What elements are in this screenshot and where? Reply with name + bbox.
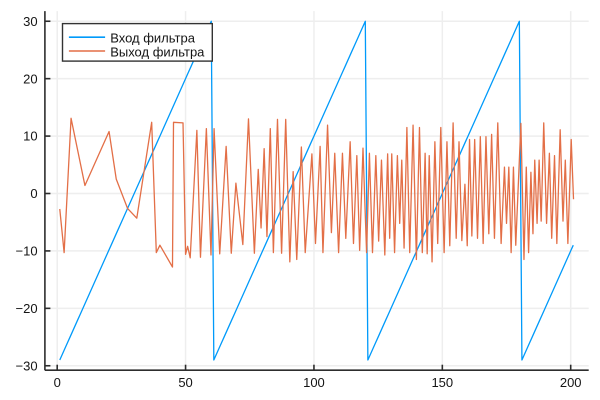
svg-text:30: 30 [23,14,37,29]
svg-text:−20: −20 [16,301,38,316]
svg-text:50: 50 [178,375,192,390]
svg-text:−10: −10 [16,244,38,259]
svg-text:100: 100 [303,375,325,390]
svg-text:20: 20 [23,71,37,86]
svg-text:Выход фильтра: Выход фильтра [110,44,205,59]
svg-text:150: 150 [431,375,453,390]
svg-text:0: 0 [54,375,61,390]
svg-text:10: 10 [23,129,37,144]
svg-text:200: 200 [560,375,582,390]
svg-text:Вход фильтра: Вход фильтра [110,31,196,46]
svg-text:0: 0 [30,186,37,201]
svg-text:−30: −30 [16,358,38,373]
